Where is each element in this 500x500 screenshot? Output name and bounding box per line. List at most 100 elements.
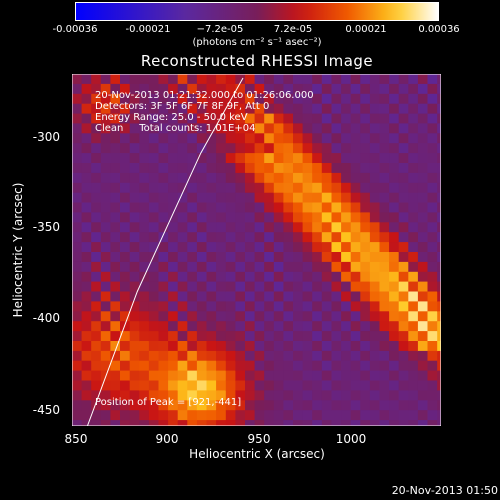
heatmap-cell [216, 83, 227, 95]
heatmap-cell [139, 192, 150, 204]
heatmap-cell [312, 242, 323, 253]
heatmap-cell [187, 350, 198, 362]
heatmap-cell [196, 123, 208, 134]
heatmap-cell [81, 182, 92, 194]
heatmap-cell [264, 350, 275, 362]
heatmap-cell [158, 360, 169, 372]
heatmap-cell [427, 311, 438, 322]
heatmap-cell [245, 113, 256, 125]
heatmap-cell [245, 281, 256, 293]
heatmap-cell [216, 93, 227, 105]
heatmap-cell [341, 103, 352, 115]
heatmap-cell [139, 281, 150, 293]
heatmap-cell [148, 301, 160, 312]
heatmap-cell [168, 133, 179, 144]
heatmap-cell [196, 163, 208, 174]
heatmap-cell [177, 202, 188, 213]
heatmap-cell [100, 261, 111, 273]
heatmap-cell [350, 232, 361, 243]
heatmap-cell [369, 202, 381, 213]
heatmap-cell [81, 370, 92, 382]
heatmap-cell [389, 202, 400, 213]
heatmap-cell [129, 172, 140, 184]
heatmap-cell [408, 222, 419, 233]
heatmap-cell [245, 202, 256, 213]
heatmap-cell [302, 291, 313, 302]
heatmap-cell [379, 192, 390, 204]
colorbar-tick-label: -0.00036 [52, 24, 98, 35]
heatmap-cell [389, 192, 400, 204]
heatmap-cell [350, 163, 361, 174]
heatmap-cell [408, 370, 419, 382]
heatmap-cell [350, 400, 361, 411]
heatmap-cell [312, 420, 323, 426]
heatmap-cell [158, 172, 169, 184]
heatmap-cell [283, 192, 294, 204]
heatmap-cell [187, 202, 198, 213]
heatmap-cell [120, 390, 131, 401]
heatmap-cell [196, 202, 208, 213]
heatmap-cell [177, 370, 188, 382]
heatmap-cell [264, 360, 275, 372]
heatmap-cell [437, 420, 441, 426]
heatmap-cell [389, 400, 400, 411]
heatmap-cell [283, 341, 294, 352]
heatmap-cell [168, 74, 179, 85]
heatmap-cell [177, 222, 188, 233]
heatmap-cell [369, 242, 381, 253]
x-tick-label: 1000 [335, 432, 367, 446]
heatmap-cell [331, 420, 342, 426]
heatmap-cell [206, 182, 217, 194]
heatmap-cell [216, 153, 227, 164]
heatmap-cell [427, 390, 438, 401]
heatmap-cell [120, 222, 131, 233]
heatmap-cell [91, 123, 102, 134]
heatmap-cell [341, 123, 352, 134]
heatmap-cell [129, 222, 140, 233]
heatmap-cell [293, 410, 304, 421]
heatmap-cell [302, 420, 313, 426]
heatmap-cell [72, 222, 83, 233]
heatmap-cell [350, 410, 361, 421]
heatmap-cell [369, 83, 381, 95]
heatmap-cell [312, 321, 323, 332]
heatmap-cell [72, 281, 83, 293]
heatmap-cell [283, 163, 294, 174]
heatmap-cell [312, 93, 323, 105]
heatmap-cell [225, 390, 236, 401]
heatmap-cell [254, 163, 265, 174]
heatmap-cell [216, 380, 227, 391]
heatmap-cell [225, 301, 236, 312]
heatmap-cell [168, 301, 179, 312]
heatmap-cell [398, 163, 409, 174]
heatmap-cell [177, 321, 188, 332]
heatmap-cell [120, 281, 131, 293]
heatmap-cell [341, 153, 352, 164]
heatmap-cell [129, 163, 140, 174]
heatmap-cell [427, 380, 438, 391]
heatmap-cell [302, 301, 313, 312]
heatmap-cell [408, 113, 419, 125]
heatmap-cell [72, 420, 83, 426]
heatmap-cell [72, 123, 83, 134]
heatmap-cell [168, 271, 179, 283]
heatmap-cell [148, 242, 160, 253]
solar-limb-line [86, 77, 244, 426]
heatmap-cell [369, 261, 381, 273]
heatmap-cell [389, 222, 400, 233]
heatmap-cell [398, 291, 409, 302]
heatmap-cell [254, 182, 265, 194]
heatmap-cell [341, 93, 352, 105]
heatmap-cell [91, 380, 102, 391]
heatmap-cell [158, 212, 169, 223]
heatmap-cell [273, 271, 284, 283]
heatmap-cell [321, 192, 332, 204]
heatmap-cell [254, 311, 265, 322]
heatmap-cell [360, 232, 371, 243]
heatmap-cell [81, 291, 92, 302]
heatmap-cell [177, 83, 188, 95]
heatmap-cell [417, 380, 429, 391]
heatmap-cell [321, 400, 332, 411]
heatmap-cell [139, 331, 150, 342]
heatmap-cell [81, 192, 92, 204]
